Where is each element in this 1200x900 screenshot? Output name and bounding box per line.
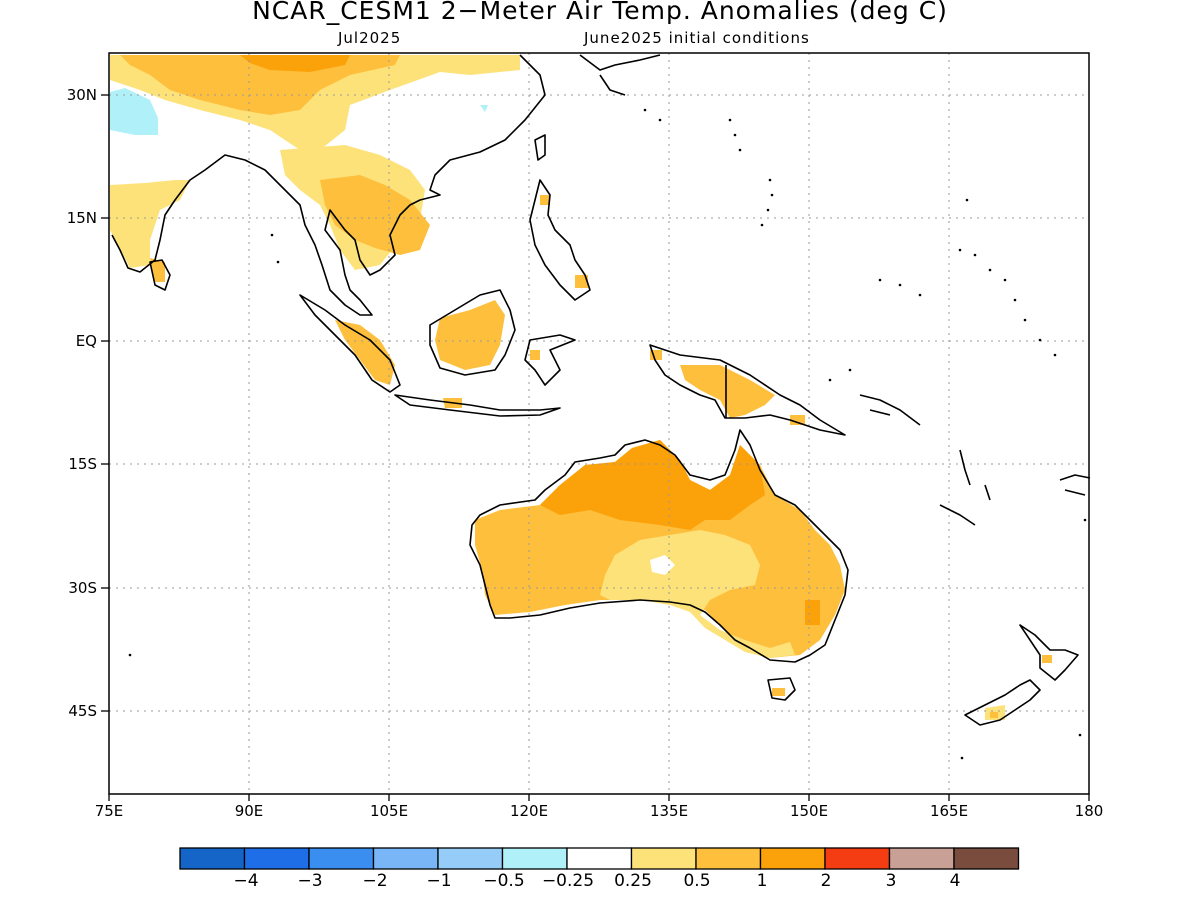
coast-taiwan (534, 134, 546, 161)
lon-label-90e: 90E (234, 802, 264, 820)
chart-title: NCAR_CESM1 2−Meter Air Temp. Anomalies (… (252, 0, 948, 25)
colorbar-label: 2 (820, 871, 832, 891)
coast-java (394, 394, 561, 417)
colorbar-swatch (566, 847, 633, 870)
coast-tasmania (767, 677, 796, 701)
shade-philippines (540, 195, 588, 288)
shade-aus-orange (540, 440, 765, 530)
colorbar-label: 0.25 (614, 871, 652, 891)
colorbar-swatch (179, 847, 246, 870)
shade-aus-white (650, 555, 675, 575)
coast-newcaledonia (939, 504, 976, 526)
shade-aus-orange-se (805, 600, 820, 625)
colorbar-label: 0.5 (683, 871, 711, 891)
shade-indochina-light (320, 175, 430, 255)
colorbar-swatch (437, 847, 504, 870)
colorbar-label: −0.25 (541, 871, 595, 891)
shade-borneo (435, 300, 505, 370)
coast-solomons (859, 394, 921, 426)
colorbar-swatch (953, 847, 1020, 870)
coast-asia (111, 54, 546, 316)
coast-australia (469, 429, 849, 663)
island-dots (128, 108, 1087, 760)
lat-label-eq: EQ (75, 332, 97, 350)
lon-label-135e: 135E (649, 802, 689, 820)
colorbar-label: −1 (426, 871, 452, 891)
colorbar-label: 4 (949, 871, 961, 891)
colorbar-swatch (888, 847, 955, 870)
coast-newguinea (649, 344, 846, 436)
colorbar-swatch (372, 847, 439, 870)
colorbar-swatch (630, 847, 697, 870)
lon-label-120e: 120E (509, 802, 549, 820)
lat-label-15s: 15S (68, 455, 97, 473)
coast-nz-south (964, 679, 1041, 726)
lat-label-30n: 30N (66, 86, 97, 104)
colorbar-swatch (695, 847, 762, 870)
colorbar-label: −4 (233, 871, 259, 891)
shade-india-pale (110, 180, 190, 268)
lat-label-15n: 15N (66, 209, 97, 227)
shade-tasmania (772, 688, 785, 696)
lon-label-150e: 150E (789, 802, 829, 820)
lon-label-165e: 165E (929, 802, 969, 820)
coast-philippines (529, 179, 591, 301)
shade-china-light (120, 55, 400, 115)
shade-sumatra (335, 320, 395, 385)
coast-borneo (429, 289, 516, 376)
grid-lines (109, 53, 1089, 794)
colorbar-label: −3 (297, 871, 323, 891)
lon-label-105e: 105E (369, 802, 409, 820)
colorbar-label: −2 (362, 871, 388, 891)
anomaly-shading (110, 55, 1052, 720)
shade-newguinea (650, 350, 775, 418)
colorbar-swatch (501, 847, 568, 870)
shade-nz-light (990, 655, 1052, 718)
colorbar-swatch (824, 847, 891, 870)
coast-sulawesi (524, 334, 576, 386)
coast-vanuatu (959, 449, 991, 501)
lon-label-180: 180 (1074, 802, 1104, 820)
colorbar (179, 847, 1020, 870)
coast-nz-north (1019, 624, 1079, 681)
coast-srilanka (149, 259, 171, 291)
valid-month: Jul2025 (338, 29, 402, 47)
shade-newguinea-dot (790, 415, 805, 425)
shade-cold-patch (110, 88, 158, 135)
colorbar-label: 3 (885, 871, 897, 891)
colorbar-swatch (243, 847, 310, 870)
lon-label-75e: 75E (94, 802, 124, 820)
coastlines (111, 54, 1091, 726)
colorbar-swatch (308, 847, 375, 870)
coast-japan (579, 54, 661, 96)
shade-aus-pale (600, 530, 795, 658)
tick-marks (101, 94, 1090, 801)
coast-fiji (1059, 474, 1091, 496)
shade-sulawesi (530, 350, 540, 360)
initial-conditions: June2025 initial conditions (584, 29, 810, 47)
colorbar-label: −0.5 (483, 871, 525, 891)
coast-sumatra (299, 294, 401, 393)
plot-frame (108, 52, 1090, 795)
lat-label-30s: 30S (68, 579, 97, 597)
shade-cold-dot (480, 105, 488, 112)
lat-label-45s: 45S (68, 702, 97, 720)
shade-china-orange (240, 55, 350, 72)
colorbar-label: 1 (756, 871, 768, 891)
colorbar-swatch (759, 847, 826, 870)
